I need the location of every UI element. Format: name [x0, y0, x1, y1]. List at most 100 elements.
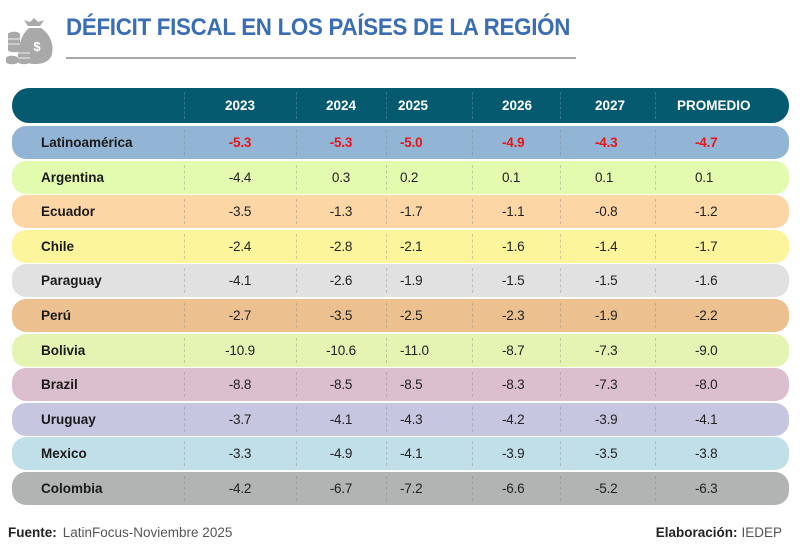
- country-name: Brazil: [41, 377, 78, 393]
- value-cell-2023: -5.3: [184, 126, 296, 159]
- country-name: Mexico: [41, 446, 87, 462]
- table-row: Paraguay -4.1 -2.6 -1.9 -1.5 -1.5 -1.6: [12, 264, 789, 298]
- page-title: DÉFICIT FISCAL EN LOS PAÍSES DE LA REGIÓ…: [66, 14, 571, 41]
- credit-text: IEDEP: [741, 525, 782, 540]
- value-cell-2024: -4.9: [296, 437, 386, 470]
- value-cell-2027: -4.3: [560, 126, 655, 159]
- value-cell-2025: -4.3: [386, 403, 472, 436]
- deficit-value: -10.6: [326, 342, 356, 358]
- value-cell-promedio: 0.1: [655, 161, 789, 194]
- country-name: Colombia: [41, 480, 103, 496]
- value-cell-2026: -3.9: [472, 437, 560, 470]
- deficit-value: -1.7: [695, 238, 718, 254]
- value-cell-2027: -7.3: [560, 368, 655, 401]
- value-cell-2026: -1.1: [472, 195, 560, 228]
- table-row: Ecuador -3.5 -1.3 -1.7 -1.1 -0.8 -1.2: [12, 195, 789, 229]
- value-cell-2023: -4.2: [184, 472, 296, 505]
- value-cell-2026: -6.6: [472, 472, 560, 505]
- deficit-value: -4.7: [695, 135, 718, 150]
- deficit-value: -7.2: [400, 480, 423, 496]
- deficit-value: -1.4: [595, 238, 618, 254]
- header: $ DÉFICIT FISCAL EN LOS PAÍSES DE LA REG…: [0, 0, 800, 80]
- value-cell-2025: -7.2: [386, 472, 472, 505]
- deficit-value: -1.9: [400, 273, 423, 289]
- value-cell-2024: -8.5: [296, 368, 386, 401]
- source-label: Fuente:: [8, 525, 57, 540]
- title-divider: [66, 57, 576, 59]
- deficit-value: -8.0: [695, 377, 718, 393]
- table-row: Brazil -8.8 -8.5 -8.5 -8.3 -7.3 -8.0: [12, 368, 789, 402]
- value-cell-2026: -1.6: [472, 230, 560, 263]
- deficit-value: -2.5: [400, 307, 423, 323]
- value-cell-2025: -2.5: [386, 299, 472, 332]
- credit-label: Elaboración:: [655, 525, 738, 540]
- table-row: Chile -2.4 -2.8 -2.1 -1.6 -1.4 -1.7: [12, 229, 789, 263]
- deficit-value: -1.7: [400, 204, 423, 220]
- deficit-value: -2.7: [228, 307, 252, 323]
- value-cell-2026: -1.5: [472, 264, 560, 297]
- column-header-promedio: PROMEDIO: [655, 88, 789, 123]
- deficit-value: -8.3: [502, 377, 525, 393]
- deficit-value: -2.6: [329, 273, 353, 289]
- column-header-2024: 2024: [296, 88, 386, 123]
- value-cell-2025: -1.9: [386, 264, 472, 297]
- deficit-value: -6.7: [329, 480, 353, 496]
- deficit-value: -4.2: [228, 480, 252, 496]
- deficit-value: -1.6: [695, 273, 718, 289]
- value-cell-2023: -8.8: [184, 368, 296, 401]
- deficit-value: -2.2: [695, 307, 718, 323]
- value-cell-2023: -10.9: [184, 334, 296, 367]
- value-cell-2023: -3.7: [184, 403, 296, 436]
- value-cell-promedio: -4.7: [655, 126, 789, 159]
- value-cell-2025: -8.5: [386, 368, 472, 401]
- value-cell-promedio: -8.0: [655, 368, 789, 401]
- table-row: Bolivia -10.9 -10.6 -11.0 -8.7 -7.3 -9.0: [12, 333, 789, 367]
- deficit-value: -4.4: [228, 169, 252, 185]
- fiscal-deficit-table: 2023 2024 2025 2026 2027 PROMEDIO Latino…: [12, 88, 789, 507]
- deficit-value: -5.3: [329, 135, 353, 150]
- value-cell-2023: -4.4: [184, 161, 296, 194]
- deficit-value: -5.0: [400, 135, 423, 150]
- value-cell-2026: -4.2: [472, 403, 560, 436]
- money-bag-coins-icon: $: [6, 18, 53, 65]
- deficit-value: -4.1: [400, 446, 423, 462]
- value-cell-2026: -4.9: [472, 126, 560, 159]
- value-cell-promedio: -4.1: [655, 403, 789, 436]
- country-name: Chile: [41, 238, 75, 254]
- value-cell-2025: 0.2: [386, 161, 472, 194]
- deficit-value: -7.3: [595, 377, 618, 393]
- deficit-value: 0.3: [331, 169, 351, 185]
- deficit-value: -8.5: [400, 377, 423, 393]
- value-cell-2023: -3.3: [184, 437, 296, 470]
- deficit-value: -1.9: [595, 307, 618, 323]
- deficit-value: -4.1: [329, 411, 353, 427]
- deficit-value: -2.8: [329, 238, 353, 254]
- value-cell-2025: -5.0: [386, 126, 472, 159]
- deficit-value: -3.9: [595, 411, 618, 427]
- deficit-value: -3.9: [502, 446, 525, 462]
- deficit-value: -4.1: [228, 273, 252, 289]
- deficit-value: -3.8: [695, 446, 718, 462]
- value-cell-2027: -3.9: [560, 403, 655, 436]
- deficit-value: -3.5: [228, 204, 252, 220]
- value-cell-promedio: -9.0: [655, 334, 789, 367]
- column-header-2026: 2026: [472, 88, 560, 123]
- value-cell-2023: -4.1: [184, 264, 296, 297]
- value-cell-2024: -3.5: [296, 299, 386, 332]
- deficit-value: -3.5: [329, 307, 353, 323]
- table-row: Argentina -4.4 0.3 0.2 0.1 0.1 0.1: [12, 160, 789, 194]
- value-cell-2026: 0.1: [472, 161, 560, 194]
- table-row: Perú -2.7 -3.5 -2.5 -2.3 -1.9 -2.2: [12, 298, 789, 332]
- deficit-value: -3.3: [228, 446, 252, 462]
- deficit-value: -7.3: [595, 342, 618, 358]
- deficit-value: -10.9: [225, 342, 255, 358]
- value-cell-2025: -11.0: [386, 334, 472, 367]
- table-header-row: 2023 2024 2025 2026 2027 PROMEDIO: [12, 88, 789, 123]
- source-text: LatinFocus-Noviembre 2025: [62, 525, 233, 540]
- value-cell-2027: -1.9: [560, 299, 655, 332]
- table-row: Mexico -3.3 -4.9 -4.1 -3.9 -3.5 -3.8: [12, 437, 789, 471]
- value-cell-promedio: -2.2: [655, 299, 789, 332]
- deficit-value: -1.2: [695, 204, 718, 220]
- value-cell-2027: -0.8: [560, 195, 655, 228]
- credit-note: Elaboración: IEDEP: [656, 525, 782, 540]
